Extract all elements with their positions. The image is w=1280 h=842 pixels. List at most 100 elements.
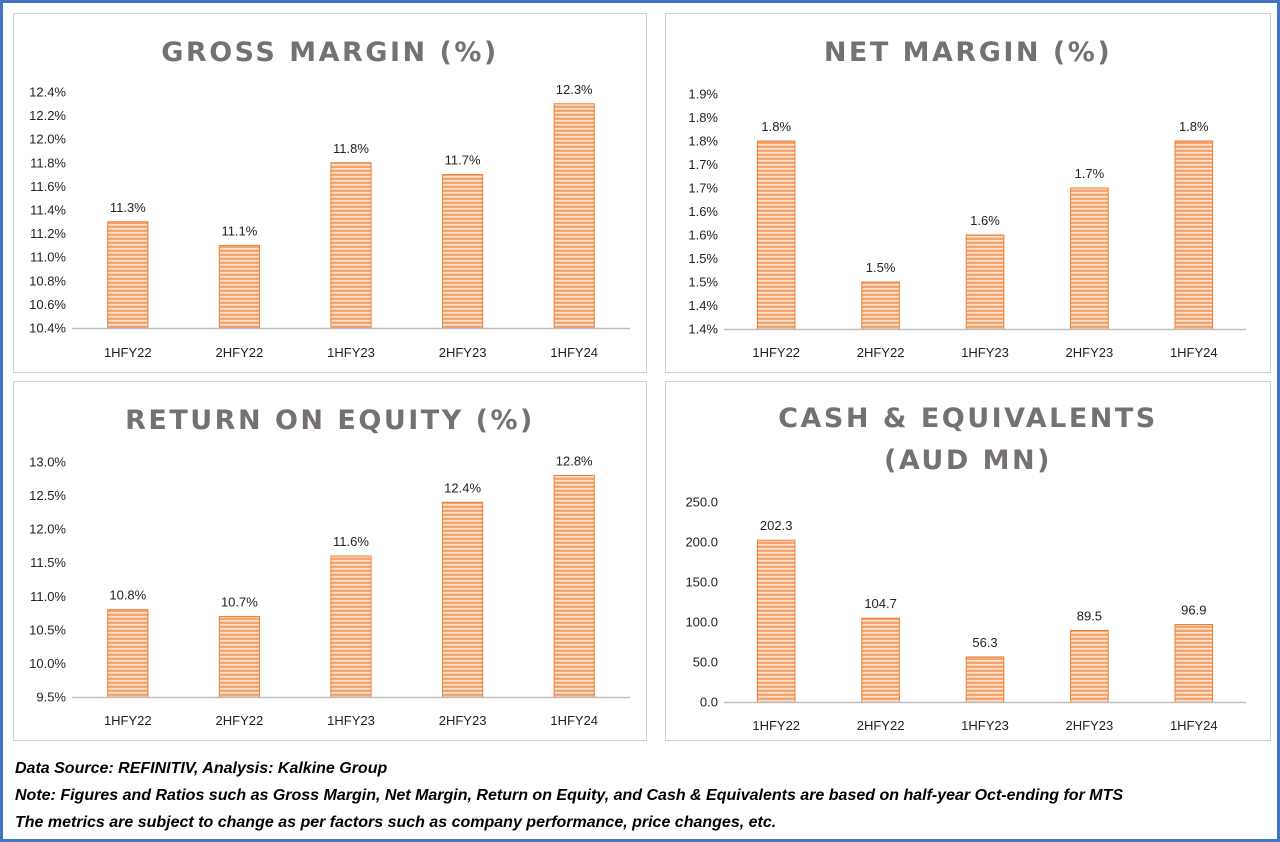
x-tick-label: 1HFY22 — [752, 718, 800, 733]
chart-title-line-2: (AUD MN) — [884, 445, 1052, 476]
bar-1hfy23 — [965, 656, 1005, 703]
data-label: 10.7% — [221, 594, 258, 609]
y-tick-label: 1.6% — [688, 228, 718, 243]
bar-1hfy22 — [756, 539, 796, 703]
x-tick-label: 2HFY23 — [1066, 718, 1114, 733]
y-tick-label: 10.4% — [29, 321, 66, 336]
chart-title: RETURN ON EQUITY (%) — [125, 405, 535, 436]
bar-2hfy23 — [442, 501, 484, 698]
data-label: 11.7% — [445, 153, 481, 168]
y-tick-label: 1.7% — [688, 157, 718, 172]
y-tick-label: 12.2% — [29, 108, 66, 123]
cash-equivalents-chart: 0.0 50.0 100.0 150.0 200.0 250.0 202.3 1HFY22 10… — [685, 495, 1246, 733]
y-tick-label: 12.0% — [29, 132, 66, 147]
y-tick-label: 1.8% — [688, 134, 718, 149]
x-tick-label: 2HFY22 — [216, 345, 264, 360]
x-tick-label: 1HFY22 — [104, 713, 152, 728]
bar-2hfy22 — [861, 281, 900, 330]
y-tick-label: 100.0 — [685, 615, 718, 630]
bar-2hfy23 — [1070, 187, 1109, 330]
bar-2hfy23 — [442, 174, 484, 329]
data-label: 11.3% — [110, 200, 146, 215]
y-tick-label: 250.0 — [685, 495, 718, 510]
x-tick-label: 2HFY23 — [439, 345, 487, 360]
y-tick-label: 0.0 — [700, 695, 718, 710]
x-tick-label: 1HFY22 — [752, 345, 800, 360]
x-tick-label: 1HFY23 — [961, 345, 1009, 360]
x-tick-label: 1HFY24 — [1170, 345, 1218, 360]
cash-equivalents-panel: CASH & EQUIVALENTS (AUD MN) 0.0 50.0 100.0… — [665, 381, 1271, 741]
y-tick-label: 12.5% — [29, 488, 66, 503]
x-tick-label: 1HFY24 — [550, 345, 598, 360]
y-tick-label: 1.4% — [688, 322, 718, 337]
bar-2hfy22 — [218, 615, 260, 698]
bar-1hfy23 — [330, 162, 372, 329]
y-tick-label: 1.6% — [688, 204, 718, 219]
bar-2hfy22 — [861, 617, 900, 703]
y-tick-label: 11.0% — [30, 250, 66, 265]
x-tick-label: 1HFY23 — [327, 345, 375, 360]
methodology-note: Note: Figures and Ratios such as Gross M… — [15, 787, 1124, 804]
data-label: 11.8% — [333, 141, 369, 156]
bar-1hfy24 — [1174, 140, 1214, 330]
y-tick-label: 1.4% — [688, 298, 718, 313]
bar-1hfy22 — [107, 221, 149, 329]
bar-1hfy22 — [107, 609, 149, 698]
data-label: 1.6% — [970, 213, 1000, 228]
y-tick-label: 11.6% — [30, 179, 66, 194]
y-tick-label: 9.5% — [36, 690, 66, 705]
y-tick-label: 12.4% — [29, 85, 66, 100]
y-tick-label: 1.7% — [688, 181, 718, 196]
bar-2hfy22 — [218, 244, 260, 329]
data-label: 11.1% — [221, 223, 257, 238]
data-label: 1.8% — [761, 119, 791, 134]
chart-title: GROSS MARGIN (%) — [161, 37, 499, 68]
x-tick-label: 2HFY22 — [216, 713, 264, 728]
data-label: 11.6% — [333, 534, 369, 549]
data-label: 1.8% — [1179, 119, 1209, 134]
x-tick-label: 1HFY24 — [1170, 718, 1218, 733]
data-label: 56.3 — [972, 635, 997, 650]
net-margin-chart: 1.4% 1.4% 1.5% 1.5% 1.6% 1.6% 1.7% 1.7% 1.8% 1.8%… — [688, 87, 1246, 360]
chart-title: NET MARGIN (%) — [823, 37, 1113, 68]
x-tick-label: 1HFY24 — [550, 713, 598, 728]
bar-1hfy23 — [965, 234, 1005, 330]
y-tick-label: 150.0 — [685, 575, 718, 590]
disclaimer-note: The metrics are subject to change as per… — [15, 814, 777, 831]
footer-notes: Data Source: REFINITIV, Analysis: Kalkin… — [15, 755, 1265, 836]
y-tick-label: 11.2% — [30, 226, 66, 241]
data-label: 1.7% — [1075, 166, 1105, 181]
bar-1hfy23 — [330, 555, 372, 698]
bar-2hfy23 — [1070, 629, 1109, 703]
data-label: 89.5 — [1077, 608, 1102, 623]
x-tick-label: 1HFY23 — [961, 718, 1009, 733]
x-tick-label: 1HFY22 — [104, 345, 152, 360]
gross-margin-chart: 10.4% 10.6% 10.8% 11.0% 11.2% 11.4% 11.6% 11.8%… — [29, 82, 630, 360]
y-tick-label: 1.5% — [688, 251, 718, 266]
y-tick-label: 10.8% — [29, 273, 66, 288]
x-tick-label: 2HFY23 — [1066, 345, 1114, 360]
data-source-note: Data Source: REFINITIV, Analysis: Kalkin… — [15, 760, 388, 777]
y-tick-label: 200.0 — [685, 535, 718, 550]
x-tick-label: 2HFY22 — [857, 345, 905, 360]
data-label: 104.7 — [864, 596, 897, 611]
y-tick-label: 13.0% — [29, 455, 66, 470]
y-tick-label: 1.9% — [688, 87, 718, 102]
y-tick-label: 1.5% — [688, 275, 718, 290]
y-tick-label: 10.5% — [29, 622, 66, 637]
y-tick-label: 11.0% — [30, 589, 66, 604]
y-tick-label: 10.6% — [29, 297, 66, 312]
data-label: 12.4% — [444, 480, 481, 495]
data-label: 96.9 — [1181, 602, 1206, 617]
data-label: 10.8% — [109, 588, 146, 603]
x-tick-label: 2HFY23 — [439, 713, 487, 728]
data-label: 202.3 — [760, 518, 793, 533]
bar-1hfy24 — [1174, 623, 1214, 703]
x-tick-label: 1HFY23 — [327, 713, 375, 728]
y-tick-label: 50.0 — [693, 655, 718, 670]
gross-margin-panel: GROSS MARGIN (%) 10.4% 10.6% 10.8% 11.0% 11.… — [13, 13, 647, 373]
y-tick-label: 1.8% — [688, 110, 718, 125]
chart-title-line-1: CASH & EQUIVALENTS — [778, 403, 1158, 434]
data-label: 12.3% — [556, 82, 593, 97]
